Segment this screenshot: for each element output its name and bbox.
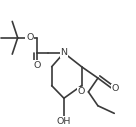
Text: O: O [26,33,34,42]
Text: N: N [60,48,67,57]
Text: O: O [33,61,40,70]
Text: OH: OH [57,117,71,126]
Text: O: O [112,84,119,93]
Text: O: O [78,87,85,96]
